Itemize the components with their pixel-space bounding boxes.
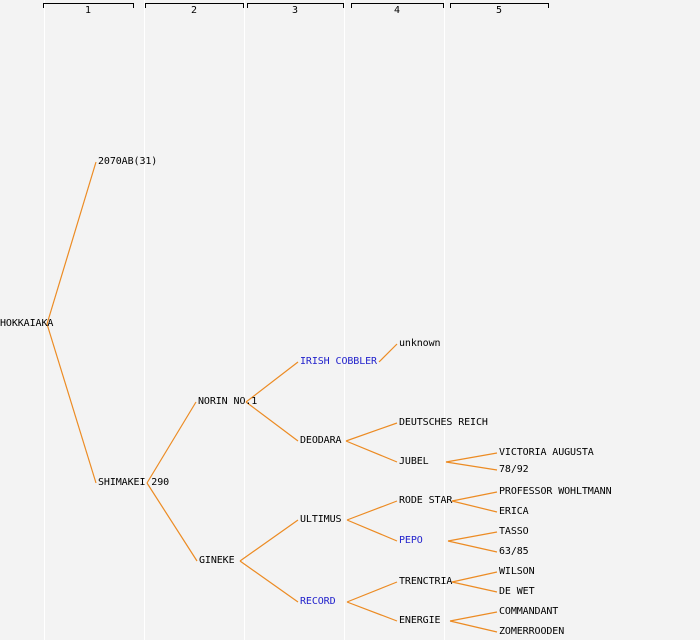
edge-shimakei-290-gineke <box>146 482 198 562</box>
node-ultimus: ULTIMUS <box>300 514 342 525</box>
node-78-92: 78/92 <box>499 464 529 475</box>
edge-shimakei-290-norin-no-1 <box>146 401 197 484</box>
edge-gineke-record <box>239 560 299 603</box>
generation-number: 3 <box>292 5 298 16</box>
edge-pepo-63-85 <box>447 540 498 553</box>
generation-bracket <box>450 3 549 8</box>
edge-energie-commandant <box>449 611 498 622</box>
node-63-85: 63/85 <box>499 546 529 557</box>
node-victoria-augusta: VICTORIA AUGUSTA <box>499 447 594 458</box>
node-2070ab31: 2070AB(31) <box>98 156 158 167</box>
edge-irish-cobbler-unknown <box>378 343 398 363</box>
node-gineke: GINEKE <box>199 555 235 566</box>
edge-norin-no-1-irish-cobbler <box>245 361 299 403</box>
node-record[interactable]: RECORD <box>300 596 336 607</box>
node-zomerrooden: ZOMERROODEN <box>499 626 565 637</box>
node-erica: ERICA <box>499 506 529 517</box>
edge-trenctria-wilson <box>451 571 498 583</box>
node-hokkaiaka: HOKKAIAKA <box>0 318 54 329</box>
edge-ultimus-rode-star <box>346 500 398 521</box>
node-professor-wohltmann: PROFESSOR WOHLTMANN <box>499 486 612 497</box>
edge-record-trenctria <box>346 581 398 603</box>
node-shimakei-290: SHIMAKEI 290 <box>98 477 170 488</box>
edge-ultimus-pepo <box>346 519 398 542</box>
node-pepo[interactable]: PEPO <box>399 535 423 546</box>
node-norin-no-1: NORIN NO.1 <box>198 396 258 407</box>
edge-pepo-tasso <box>447 531 498 542</box>
node-de-wet: DE WET <box>499 586 535 597</box>
node-rode-star: RODE STAR <box>399 495 453 506</box>
edge-hokkaiaka-2070ab31 <box>46 161 97 325</box>
edge-deodara-deutsches-reich <box>345 422 398 442</box>
generation-bracket <box>351 3 444 8</box>
node-commandant: COMMANDANT <box>499 606 559 617</box>
edge-hokkaiaka-shimakei-290 <box>46 323 97 484</box>
edge-jubel-victoria-augusta <box>445 452 498 463</box>
generation-number: 4 <box>394 5 400 16</box>
edge-energie-zomerrooden <box>449 620 498 633</box>
edge-rode-star-professor-wohltmann <box>451 491 498 502</box>
edge-rode-star-erica <box>451 500 498 513</box>
edge-norin-no-1-deodara <box>245 401 299 442</box>
node-unknown: unknown <box>399 338 441 349</box>
node-wilson: WILSON <box>499 566 535 577</box>
node-irish-cobbler[interactable]: IRISH COBBLER <box>300 356 377 367</box>
edge-gineke-ultimus <box>239 519 299 562</box>
edge-trenctria-de-wet <box>451 581 498 593</box>
generation-bracket <box>247 3 344 8</box>
edge-record-energie <box>346 601 398 622</box>
generation-number: 5 <box>496 5 502 16</box>
node-jubel: JUBEL <box>399 456 429 467</box>
generation-number: 2 <box>191 5 197 16</box>
node-energie: ENERGIE <box>399 615 441 626</box>
node-deodara: DEODARA <box>300 435 342 446</box>
generation-number: 1 <box>85 5 91 16</box>
node-deutsches-reich: DEUTSCHES REICH <box>399 417 488 428</box>
edge-jubel-78-92 <box>445 461 498 471</box>
edge-deodara-jubel <box>345 440 398 463</box>
generation-bracket <box>43 3 134 8</box>
generation-bracket <box>145 3 244 8</box>
node-tasso: TASSO <box>499 526 529 537</box>
node-trenctria: TRENCTRIA <box>399 576 453 587</box>
